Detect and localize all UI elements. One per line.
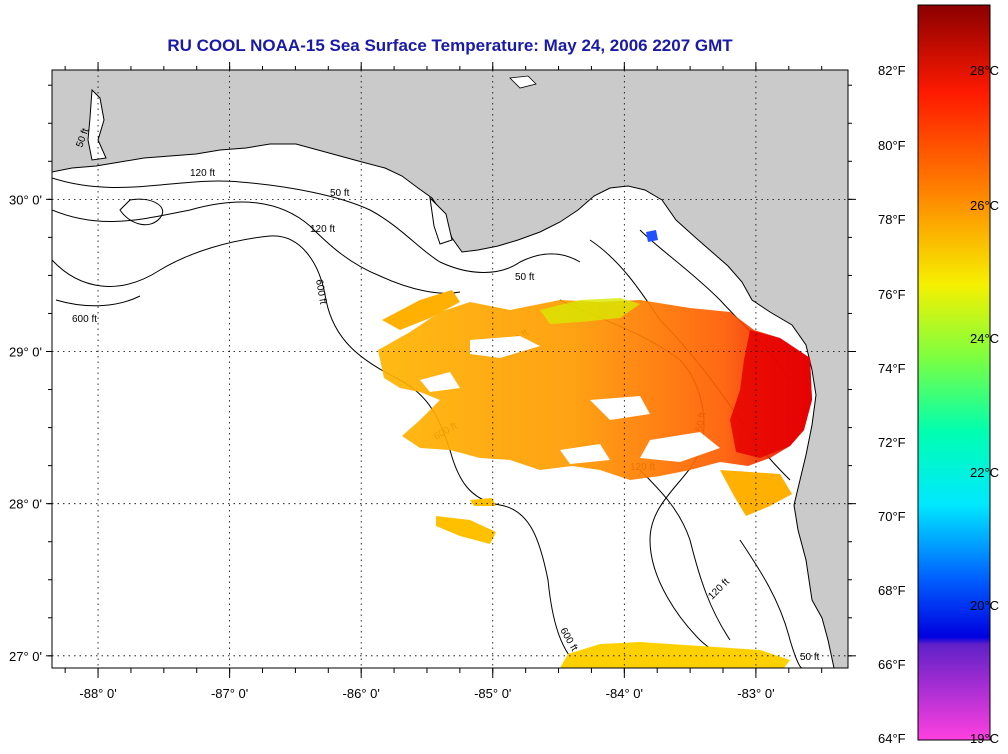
bay-detail	[429, 196, 453, 245]
chart-title: RU COOL NOAA-15 Sea Surface Temperature:…	[167, 36, 733, 55]
sst-fragment	[646, 230, 658, 242]
contour-label: 600 ft	[313, 279, 328, 306]
cloud-gaps	[420, 336, 720, 464]
contour-label: 50 ft	[330, 188, 350, 199]
latitude-tick-label: 28° 0'	[9, 497, 42, 512]
longitude-tick-label: -85° 0'	[474, 686, 511, 701]
bay-detail	[509, 75, 537, 89]
longitude-axis: -88° 0' -87° 0' -86° 0' -85° 0' -84° 0' …	[79, 686, 774, 701]
colorbar-f-label: 64°F	[878, 731, 906, 746]
colorbar-f-label: 66°F	[878, 657, 906, 672]
colorbar-f-label: 76°F	[878, 287, 906, 302]
land-mass	[52, 70, 848, 668]
colorbar-celsius-labels: 28°C 26°C 24°C 22°C 20°C 19°C	[970, 63, 999, 746]
colorbar-f-label: 70°F	[878, 509, 906, 524]
colorbar-c-label: 22°C	[970, 465, 999, 480]
sst-fragment	[720, 470, 792, 516]
colorbar	[917, 4, 991, 741]
longitude-tick-label: -87° 0'	[211, 686, 248, 701]
colorbar-c-label: 20°C	[970, 598, 999, 613]
contour-label: 50 ft	[800, 652, 820, 663]
colorbar-fahrenheit-labels: 82°F 80°F 78°F 76°F 74°F 72°F 70°F 68°F …	[878, 63, 906, 746]
colorbar-f-label: 74°F	[878, 361, 906, 376]
colorbar-f-label: 80°F	[878, 138, 906, 153]
latitude-tick-label: 29° 0'	[9, 345, 42, 360]
contour-label: 50 ft	[515, 272, 535, 283]
map-frame	[51, 69, 849, 669]
latitude-tick-label: 30° 0'	[9, 192, 42, 207]
graticule	[46, 62, 856, 678]
longitude-tick-label: -86° 0'	[343, 686, 380, 701]
sst-swath-cool-edge	[540, 298, 640, 324]
sst-fragment	[436, 516, 496, 544]
contour-label: 600 ft	[72, 314, 97, 325]
contour-label: 120 ft	[190, 168, 215, 179]
colorbar-f-label: 78°F	[878, 212, 906, 227]
longitude-tick-label: -88° 0'	[79, 686, 116, 701]
colorbar-c-label: 24°C	[970, 331, 999, 346]
colorbar-c-label: 28°C	[970, 63, 999, 78]
sst-swath-warm-edge	[730, 330, 812, 458]
latitude-tick-label: 27° 0'	[9, 649, 42, 664]
contour-label: 120 ft	[310, 224, 335, 235]
sst-fragment	[382, 290, 460, 330]
bay-detail	[87, 88, 107, 161]
longitude-tick-label: -84° 0'	[606, 686, 643, 701]
latitude-axis: 30° 0' 29° 0' 28° 0' 27° 0'	[9, 192, 42, 663]
sst-fragment	[560, 642, 790, 668]
colorbar-f-label: 82°F	[878, 63, 906, 78]
colorbar-c-label: 26°C	[970, 198, 999, 213]
colorbar-f-label: 72°F	[878, 435, 906, 450]
colorbar-f-label: 68°F	[878, 583, 906, 598]
colorbar-c-label: 19°C	[970, 731, 999, 746]
longitude-tick-label: -83° 0'	[737, 686, 774, 701]
